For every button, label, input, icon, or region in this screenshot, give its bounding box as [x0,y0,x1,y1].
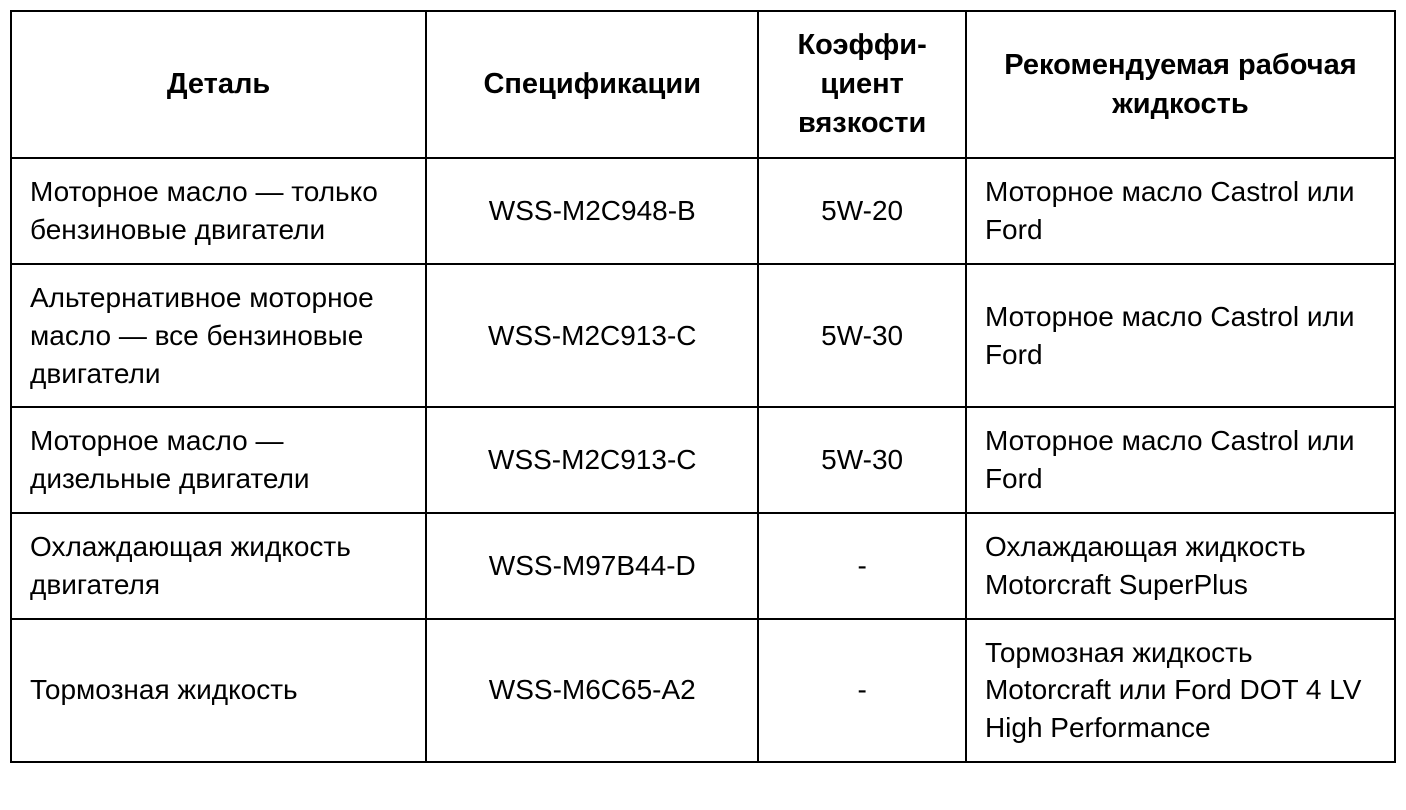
cell-spec: WSS-M6C65-A2 [426,619,758,762]
table-body: Моторное масло — только бензиновые двига… [11,158,1395,762]
cell-part: Охлаждающая жидкость двигателя [11,513,426,619]
cell-recommended: Охлаждающая жидкость Motorcraft SuperPlu… [966,513,1395,619]
cell-viscosity: - [758,619,966,762]
cell-viscosity: - [758,513,966,619]
header-part: Деталь [11,11,426,158]
cell-part: Моторное масло — дизельные двигатели [11,407,426,513]
cell-part: Альтернативное моторное масло — все бенз… [11,264,426,407]
table-header-row: Деталь Спецификации Коэффи­циент вязкост… [11,11,1395,158]
cell-viscosity: 5W-20 [758,158,966,264]
table-row: Альтернативное моторное масло — все бенз… [11,264,1395,407]
table-row: Охлаждающая жидкость двигателя WSS-M97B4… [11,513,1395,619]
cell-spec: WSS-M2C913-C [426,407,758,513]
cell-recommended: Моторное масло Castrol или Ford [966,158,1395,264]
cell-recommended: Моторное масло Castrol или Ford [966,407,1395,513]
cell-spec: WSS-M97B44-D [426,513,758,619]
cell-viscosity: 5W-30 [758,407,966,513]
cell-part: Тормозная жидкость [11,619,426,762]
table-row: Моторное масло — дизельные двигатели WSS… [11,407,1395,513]
cell-spec: WSS-M2C948-B [426,158,758,264]
cell-viscosity: 5W-30 [758,264,966,407]
specifications-table: Деталь Спецификации Коэффи­циент вязкост… [10,10,1396,763]
cell-recommended: Тормозная жидкость Motorcraft или Ford D… [966,619,1395,762]
cell-spec: WSS-M2C913-C [426,264,758,407]
header-recommended: Рекомендуемая рабочая жидкость [966,11,1395,158]
header-viscosity: Коэффи­циент вязкости [758,11,966,158]
table-row: Тормозная жидкость WSS-M6C65-A2 - Тормоз… [11,619,1395,762]
cell-recommended: Моторное масло Castrol или Ford [966,264,1395,407]
cell-part: Моторное масло — только бензиновые двига… [11,158,426,264]
table-row: Моторное масло — только бензиновые двига… [11,158,1395,264]
header-spec: Спецификации [426,11,758,158]
